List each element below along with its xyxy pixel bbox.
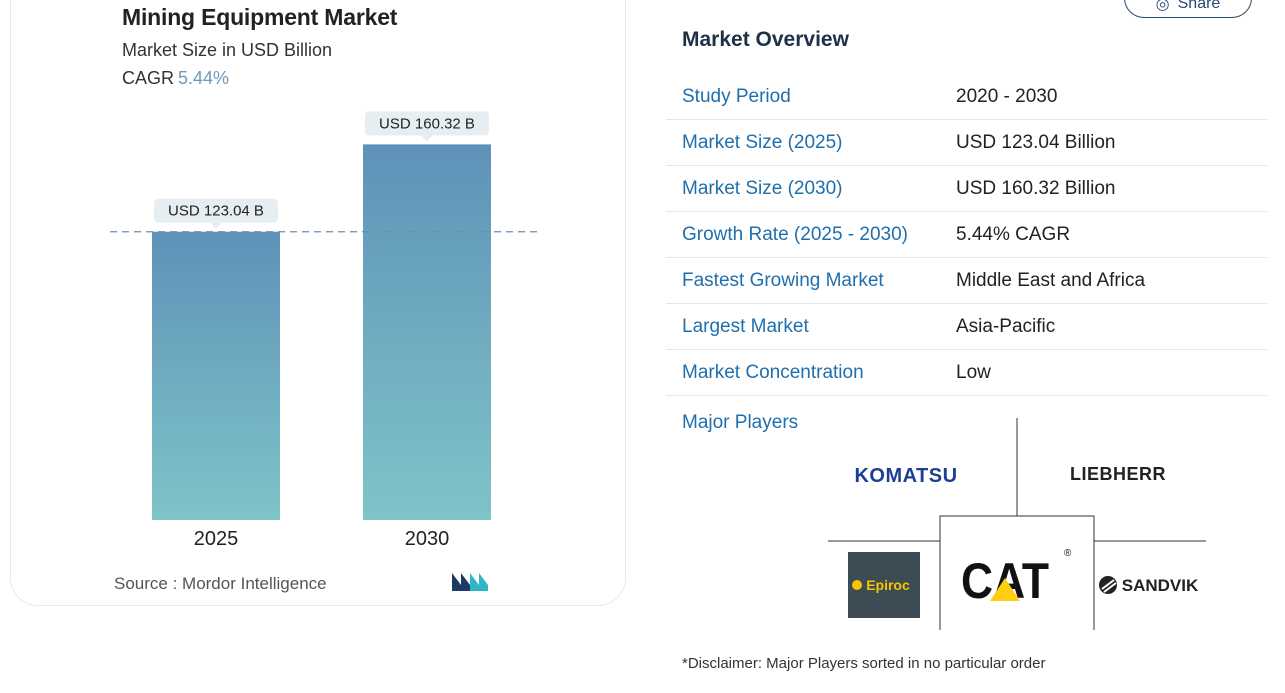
bar-2030 [363,144,491,521]
row-value: Middle East and Africa [956,269,1146,291]
major-players-label[interactable]: Major Players [682,412,799,433]
chart-source: Source : Mordor Intelligence [114,574,327,593]
data-label-bg [365,111,489,136]
epiroc-mark-icon [852,580,862,590]
share-button[interactable]: ◎ Share [1124,0,1252,18]
overview-row-study-period: Study Period 2020 - 2030 [666,74,1267,120]
overview-row-growth-rate: Growth Rate (2025 - 2030) 5.44% CAGR [666,212,1267,258]
chart-title: Mining Equipment Market [122,4,398,30]
row-value: 5.44% CAGR [956,223,1071,245]
overview-table: Study Period 2020 - 2030 Market Size (20… [666,74,1267,396]
player-epiroc-logo: Epiroc [866,577,910,593]
data-label-pointer [421,135,433,142]
category-label: 2030 [405,528,450,550]
data-label: USD 160.32 B [379,115,475,132]
data-label-bg [154,198,278,223]
cagr-value: 5.44% [178,68,230,88]
player-liebherr-logo: LIEBHERR [1070,464,1166,484]
major-players-grid: KOMATSU LIEBHERR Epiroc CAT ® SANDVIK [828,418,1206,630]
row-label[interactable]: Largest Market [682,315,809,337]
data-label: USD 123.04 B [168,203,264,220]
row-label[interactable]: Market Concentration [682,361,864,383]
overview-row-fastest-growing: Fastest Growing Market Middle East and A… [666,258,1267,304]
cagr-label: CAGR [122,68,175,88]
share-label: Share [1177,0,1221,12]
row-label[interactable]: Study Period [682,85,791,107]
row-value: Asia-Pacific [956,315,1056,337]
row-value: USD 123.04 Billion [956,131,1116,153]
row-label[interactable]: Market Size (2025) [682,131,843,153]
bar-2025 [152,231,280,520]
registered-icon: ® [1064,548,1072,559]
row-value: 2020 - 2030 [956,85,1058,107]
mordor-logo-icon [452,573,488,591]
cagr-line: CAGR 5.44% [122,68,229,89]
row-value: USD 160.32 Billion [956,177,1116,199]
bar-chart: USD 123.04 B 2025 USD 160.32 B 2030 [110,111,537,550]
overview-row-largest-market: Largest Market Asia-Pacific [666,304,1267,350]
chart-subtitle: Market Size in USD Billion [122,40,333,60]
data-label-pointer [210,222,222,229]
player-sandvik-logo: SANDVIK [1122,576,1199,595]
overview-title: Market Overview [682,28,849,51]
sandvik-mark-icon [1099,576,1117,594]
share-icon: ◎ [1155,0,1170,13]
category-label: 2025 [194,528,239,550]
chart-card: Mining Equipment Market Market Size in U… [10,0,626,606]
disclaimer: *Disclaimer: Major Players sorted in no … [682,655,1046,672]
row-label[interactable]: Fastest Growing Market [682,269,884,291]
overview-row-market-size-2030: Market Size (2030) USD 160.32 Billion [666,166,1267,212]
row-label[interactable]: Growth Rate (2025 - 2030) [682,223,909,245]
player-komatsu-logo: KOMATSU [854,465,957,487]
cat-triangle-icon [990,578,1020,601]
row-label[interactable]: Market Size (2030) [682,177,843,199]
overview-row-market-size-2025: Market Size (2025) USD 123.04 Billion [666,120,1267,166]
row-value: Low [956,361,991,383]
overview-row-concentration: Market Concentration Low [666,350,1267,396]
